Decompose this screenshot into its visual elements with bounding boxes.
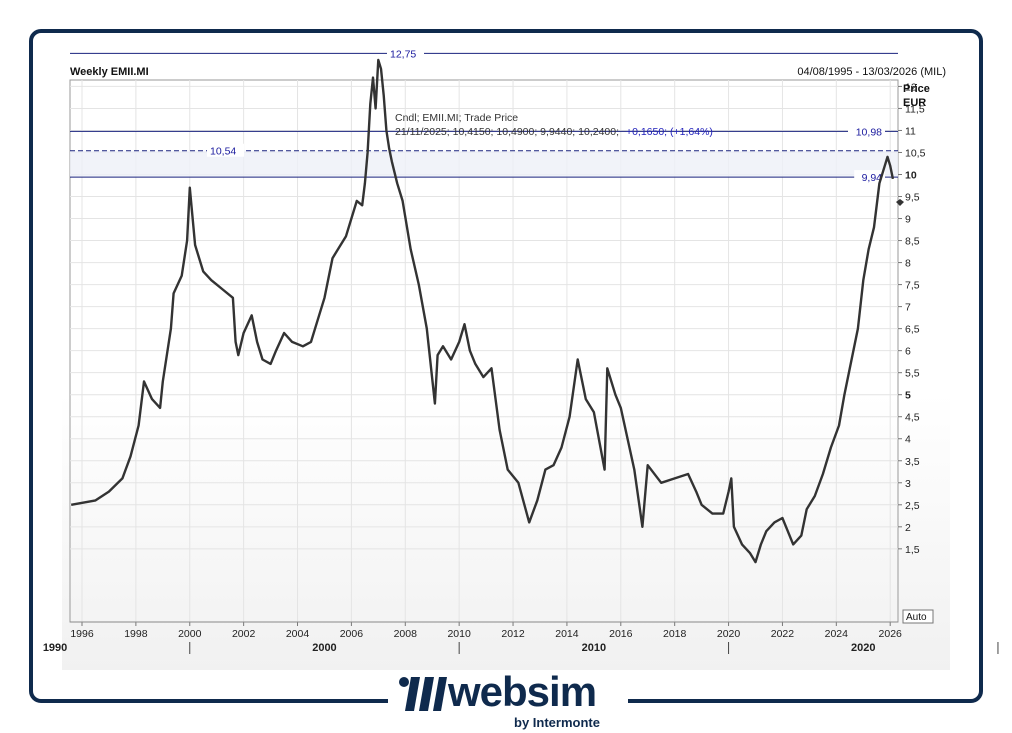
x-tick-label: 2016: [609, 628, 633, 640]
y-tick-label: 10: [905, 170, 917, 182]
x-tick-label: 2020: [717, 628, 741, 640]
decade-label: 1990: [43, 642, 67, 654]
y-tick-label: 12: [905, 81, 917, 93]
price-line: [70, 58, 895, 564]
x-tick-label: 2026: [879, 628, 903, 640]
level-band: [70, 150, 898, 178]
y-tick-label: 9: [905, 214, 911, 226]
currency-label: EUR: [903, 97, 926, 109]
websim-logo: websim by Intermonte: [388, 668, 628, 733]
x-tick-label: 2004: [286, 628, 310, 640]
ohlc-tooltip: Cndl; EMII.MI; Trade Price 21/11/2025; 1…: [395, 112, 713, 138]
x-tick-label: 2012: [501, 628, 525, 640]
x-tick-label: 2024: [825, 628, 849, 640]
y-tick-label: 7,5: [905, 280, 920, 292]
decade-label: 2000: [312, 642, 336, 654]
x-tick-label: 2008: [394, 628, 418, 640]
auto-button-frame[interactable]: [902, 609, 934, 624]
y-tick-label: 8,5: [905, 236, 920, 248]
y-tick-label: 11: [905, 125, 916, 137]
level-label: 9,94: [862, 172, 883, 184]
level-label: 10,54: [210, 146, 236, 158]
y-tick-label: 3: [905, 478, 911, 490]
x-axis: 1996 1998 2000 2002 2004 2006 2008 2010 2012 2014…: [43, 621, 999, 654]
level-lines: 12,75 10,98 10,54 9,94: [70, 46, 898, 184]
x-tick-label: 2006: [340, 628, 364, 640]
y-tick-label: 6: [905, 346, 911, 358]
price-axis-label: Price: [903, 83, 930, 95]
x-tick-label: 2022: [771, 628, 795, 640]
level-label-bg: [848, 124, 885, 138]
level-label: 10,98: [856, 126, 882, 138]
level-label-bg: [387, 46, 424, 60]
y-tick-label: 11,5: [905, 103, 925, 115]
tooltip-line-1: Cndl; EMII.MI; Trade Price: [395, 112, 518, 124]
y-tick-label: 2: [905, 522, 911, 534]
tooltip-line-2: 21/11/2025; 10,4150; 10,4900; 9,9440; 10…: [395, 126, 713, 138]
level-label-bg: [854, 170, 885, 184]
x-tick-label: 2000: [178, 628, 202, 640]
level-label: 12,75: [390, 48, 416, 60]
y-tick-label: 4: [905, 434, 911, 446]
decade-label: 2010: [582, 642, 606, 654]
grid-lines: [70, 80, 898, 622]
y-axis: 1,5 2 2,5 3 3,5 4 4,5 5 5,5 6 6,5 7 7,5 8 8,5 9 9,5 10 10,…: [898, 81, 926, 556]
y-tick-label: 2,5: [905, 500, 920, 512]
x-tick-label: 1996: [70, 628, 94, 640]
tooltip-change: +0,1650; (+1,64%): [626, 126, 713, 138]
x-tick-label: 2010: [447, 628, 471, 640]
y-tick-label: 8: [905, 258, 911, 270]
y-tick-label: 7: [905, 302, 911, 314]
auto-button[interactable]: Auto: [902, 609, 934, 624]
x-tick-label: 2014: [555, 628, 579, 640]
y-tick-label: 3,5: [905, 456, 920, 468]
last-price-marker-icon: [896, 199, 904, 206]
decade-label: 2020: [851, 642, 875, 654]
logo-subtitle: by Intermonte: [514, 715, 600, 730]
x-tick-label: 2018: [663, 628, 687, 640]
y-tick-label: 4,5: [905, 412, 920, 424]
logo-wordmark: websim: [448, 668, 597, 715]
price-series: [70, 58, 895, 564]
y-tick-label: 5: [905, 390, 911, 402]
tooltip-ohlc: 21/11/2025; 10,4150; 10,4900; 9,9440; 10…: [395, 126, 619, 138]
date-range: 04/08/1995 - 13/03/2026 (MIL): [797, 66, 946, 78]
websim-mark-icon: [399, 677, 447, 711]
y-tick-label: 5,5: [905, 368, 920, 380]
y-tick-label: 10,5: [905, 147, 926, 159]
auto-button-label[interactable]: Auto: [906, 612, 927, 623]
x-tick-label: 2002: [232, 628, 256, 640]
level-label-bg: [207, 143, 244, 157]
x-tick-label: 1998: [124, 628, 148, 640]
y-tick-label: 6,5: [905, 324, 920, 336]
y-tick-label: 9,5: [905, 192, 920, 204]
chart-title: Weekly EMII.MI: [70, 66, 149, 78]
y-tick-label: 1,5: [905, 544, 920, 556]
